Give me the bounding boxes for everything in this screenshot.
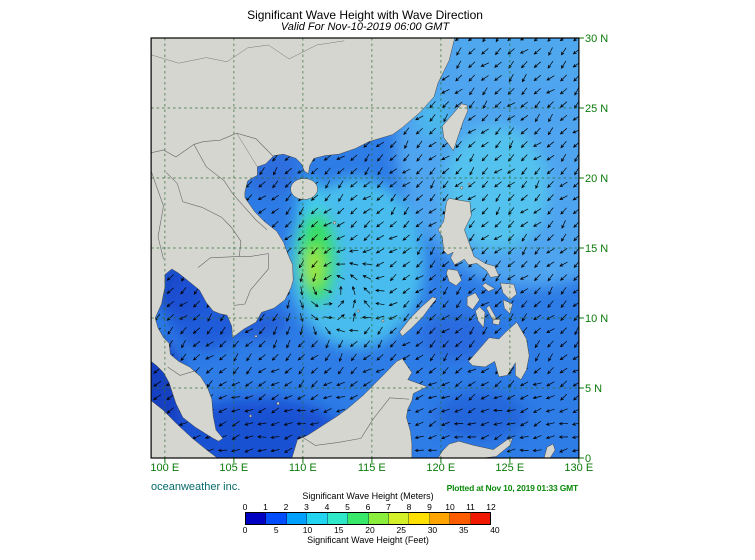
lon-label-100e: 100 E <box>150 462 180 474</box>
lon-label-130e: 130 E <box>564 462 594 474</box>
axis-ticks <box>164 37 584 463</box>
meter-tick-label: 1 <box>263 502 268 512</box>
legend-color-cell <box>307 513 328 524</box>
land-panay <box>466 292 480 310</box>
meter-tick-label: 5 <box>345 502 350 512</box>
meter-tick-label: 7 <box>386 502 391 512</box>
feet-tick-label: 15 <box>333 525 344 535</box>
land-samar <box>500 282 517 301</box>
feet-tick-label: 20 <box>365 525 375 535</box>
legend-color-cell <box>266 513 287 524</box>
legend-color-cell <box>368 513 389 524</box>
lat-label-20n: 20 N <box>585 173 609 185</box>
meter-tick-label: 11 <box>466 502 475 512</box>
legend-title-meters: Significant Wave Height (Meters) <box>302 491 434 501</box>
legend-color-cell <box>388 513 410 524</box>
feet-tick-label: 10 <box>302 525 313 535</box>
lat-label-0: 0 <box>585 453 592 465</box>
lon-label-105e: 105 E <box>219 462 249 474</box>
colorbar <box>245 512 491 525</box>
land-mindoro <box>446 268 462 287</box>
chart-title: Significant Wave Height with Wave Direct… <box>247 8 483 22</box>
small-islands <box>249 182 471 418</box>
land-bohol <box>492 319 501 326</box>
feet-ticks-row: 0 5 10 15 20 25 30 35 40 <box>242 525 500 535</box>
land-borneo <box>291 358 428 459</box>
landmasses <box>150 37 556 459</box>
feet-tick-label: 40 <box>490 525 500 535</box>
lat-label-5n: 5 N <box>585 383 603 395</box>
legend-title-feet: Significant Wave Height (Feet) <box>307 535 429 545</box>
land-sulawesi <box>437 438 513 459</box>
land-mainland-asia <box>150 37 455 442</box>
plotted-timestamp: Plotted at Nov 10, 2019 01:33 GMT <box>446 483 579 493</box>
lon-label-125e: 125 E <box>495 462 525 474</box>
land-taiwan <box>442 103 469 151</box>
land-luzon <box>437 198 500 278</box>
lat-label-15n: 15 N <box>585 243 609 255</box>
meter-tick-label: 10 <box>445 502 455 512</box>
meter-tick-label: 9 <box>427 502 432 512</box>
lon-label-110e: 110 E <box>288 462 317 474</box>
land-palawan <box>399 296 438 337</box>
legend-color-cell <box>246 513 267 524</box>
lon-label-120e: 120 E <box>426 462 456 474</box>
meter-tick-label: 12 <box>486 502 496 512</box>
map-area: 30 N 25 N 20 N 15 N 10 N 5 N 0 100 E 105… <box>150 33 608 474</box>
legend-color-cell <box>429 513 451 524</box>
credit-text: oceanweather inc. <box>151 481 241 493</box>
legend-color-cell <box>348 513 369 524</box>
country-borders <box>150 40 410 446</box>
legend-color-cell <box>409 513 430 524</box>
feet-tick-label: 5 <box>273 525 279 535</box>
lon-label-115e: 115 E <box>357 462 386 474</box>
feet-tick-label: 35 <box>458 525 469 535</box>
legend-color-cell <box>450 513 471 524</box>
map-frame <box>150 37 580 459</box>
lat-label-10n: 10 N <box>585 313 609 325</box>
meter-tick-label: 4 <box>324 502 330 512</box>
feet-tick-label: 30 <box>427 525 438 535</box>
lat-label-30n: 30 N <box>585 33 609 45</box>
meter-tick-label: 3 <box>304 502 309 512</box>
meter-tick-label: 0 <box>242 502 248 512</box>
feet-tick-label: 0 <box>242 525 248 535</box>
meter-tick-label: 8 <box>406 502 412 512</box>
land-masbate <box>482 282 495 292</box>
legend-color-cell <box>470 513 491 524</box>
chart-subtitle: Valid For Nov-10-2019 06:00 GMT <box>280 21 450 33</box>
graticule-grid <box>151 38 579 458</box>
meter-tick-label: 6 <box>365 502 371 512</box>
land-hainan <box>290 178 318 200</box>
legend-color-cell <box>327 513 349 524</box>
meter-ticks-row: 0 1 2 3 4 5 6 7 8 9 10 11 12 <box>242 502 496 512</box>
land-mindanao <box>468 321 530 380</box>
land-negros <box>475 306 486 329</box>
meter-tick-label: 2 <box>283 502 289 512</box>
lat-label-25n: 25 N <box>585 103 609 115</box>
wave-map <box>150 37 584 463</box>
feet-tick-label: 25 <box>396 525 406 535</box>
legend-color-cell <box>286 513 308 524</box>
